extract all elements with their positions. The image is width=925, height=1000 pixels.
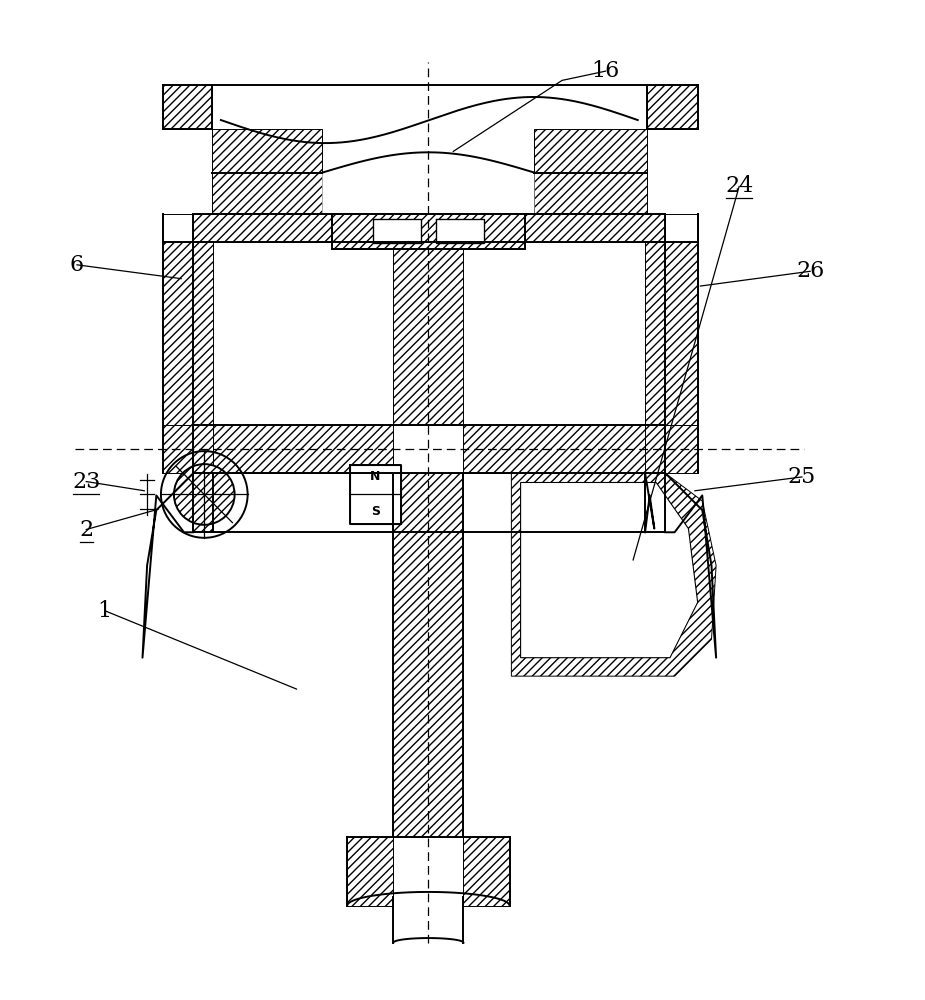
Text: 26: 26 xyxy=(796,260,824,282)
Polygon shape xyxy=(163,85,212,129)
Polygon shape xyxy=(647,85,697,129)
Polygon shape xyxy=(163,425,193,473)
Polygon shape xyxy=(665,425,697,473)
Polygon shape xyxy=(463,425,645,473)
Text: 2: 2 xyxy=(80,519,93,541)
Polygon shape xyxy=(521,482,697,658)
Polygon shape xyxy=(350,465,401,524)
Polygon shape xyxy=(163,242,193,425)
Text: 6: 6 xyxy=(70,254,84,276)
Polygon shape xyxy=(214,425,393,473)
Text: 1: 1 xyxy=(98,600,112,622)
Polygon shape xyxy=(393,473,463,837)
Polygon shape xyxy=(665,242,697,425)
Text: 23: 23 xyxy=(72,471,101,493)
Polygon shape xyxy=(193,242,214,425)
Polygon shape xyxy=(436,219,484,243)
Polygon shape xyxy=(463,837,510,906)
Text: 24: 24 xyxy=(725,175,753,197)
Circle shape xyxy=(174,464,235,525)
Text: S: S xyxy=(371,505,380,518)
Polygon shape xyxy=(193,214,665,242)
Polygon shape xyxy=(212,129,322,214)
Text: 25: 25 xyxy=(788,466,816,488)
Polygon shape xyxy=(535,129,647,214)
Polygon shape xyxy=(645,242,665,425)
Polygon shape xyxy=(645,425,665,473)
Polygon shape xyxy=(512,473,716,676)
Polygon shape xyxy=(193,473,214,532)
Text: N: N xyxy=(370,470,380,483)
Text: 16: 16 xyxy=(591,60,620,82)
Polygon shape xyxy=(331,214,525,249)
Polygon shape xyxy=(193,425,214,473)
Polygon shape xyxy=(645,473,665,532)
Polygon shape xyxy=(347,837,393,906)
Polygon shape xyxy=(393,214,463,425)
Polygon shape xyxy=(373,219,421,243)
